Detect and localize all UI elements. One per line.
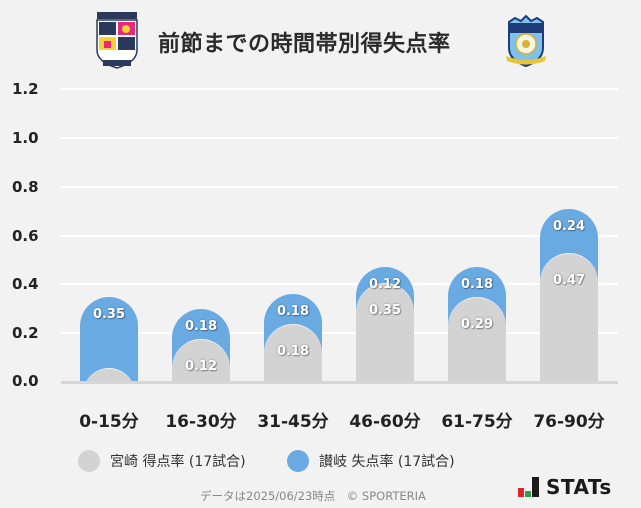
y-tick-0.2: 0.2	[12, 324, 39, 342]
blue-circle-icon	[287, 450, 309, 472]
x-axis-baseline	[61, 381, 618, 384]
chart-area: 1.2 1.0 0.8 0.6 0.4 0.2 0.0 0.35 0.18 0.12…	[12, 80, 618, 432]
header: 前節までの時間帯別得失点率	[0, 0, 641, 78]
brand-text: STATs	[546, 475, 612, 499]
x-tick-label: 61-75分	[441, 412, 513, 432]
bar-value-label-sanuki: 0.18	[460, 277, 494, 293]
bar-value-label-miyazaki: 0.47	[552, 273, 586, 289]
bar-segment-miyazaki	[264, 324, 322, 382]
bar-value-label-sanuki: 0.18	[276, 304, 310, 320]
y-tick-0.8: 0.8	[12, 178, 39, 196]
gridline	[61, 186, 618, 188]
stacked-bar: 0.18 0.29	[448, 267, 506, 382]
gridline	[61, 235, 618, 237]
grey-circle-icon	[78, 450, 100, 472]
bar-segment-miyazaki	[356, 282, 414, 382]
y-tick-1.2: 1.2	[12, 80, 39, 98]
legend-item-sanuki[interactable]: 讃岐 失点率 (17試合)	[287, 450, 455, 472]
bar-chart-icon	[518, 477, 540, 497]
stacked-bar: 0.18 0.12	[172, 308, 230, 382]
y-tick-0.0: 0.0	[12, 372, 39, 390]
chart-title: 前節までの時間帯別得失点率	[158, 32, 451, 57]
stats-brand-logo: STATs	[518, 477, 612, 497]
bar-value-label-miyazaki: 0.29	[460, 317, 494, 333]
stacked-bar: 0.12 0.35	[356, 267, 414, 382]
bar-value-label-miyazaki: 0.18	[276, 344, 310, 360]
bar-segment-miyazaki	[448, 297, 506, 382]
x-tick-label: 31-45分	[257, 412, 329, 432]
y-tick-1.0: 1.0	[12, 129, 39, 147]
gridline	[61, 283, 618, 285]
legend: 宮崎 得点率 (17試合) 讃岐 失点率 (17試合)	[0, 450, 641, 474]
gridline	[61, 137, 618, 139]
stacked-bar: 0.24 0.47	[540, 208, 598, 382]
bar-value-label-miyazaki: 0.12	[184, 358, 218, 374]
x-tick-label: 0-15分	[79, 412, 139, 432]
stacked-bar: 0.35	[80, 296, 138, 382]
bar-value-label-miyazaki: 0.35	[368, 302, 402, 318]
bar-value-label-sanuki: 0.35	[92, 306, 126, 322]
bar-value-label-sanuki: 0.12	[368, 277, 402, 293]
legend-label: 讃岐 失点率 (17試合)	[319, 454, 455, 470]
bar-segment-sanuki	[80, 296, 138, 382]
gridline	[61, 332, 618, 334]
x-tick-label: 76-90分	[533, 412, 605, 432]
legend-label: 宮崎 得点率 (17試合)	[110, 454, 246, 470]
sanuki-crest-logo	[503, 14, 549, 68]
stacked-bar: 0.18 0.18	[264, 294, 322, 382]
gridline	[61, 88, 618, 90]
bar-value-label-sanuki: 0.24	[552, 218, 586, 234]
bar-value-label-sanuki: 0.18	[184, 318, 218, 334]
data-source-note: データは2025/06/23時点 © SPORTERIA	[200, 489, 426, 503]
x-tick-label: 46-60分	[349, 412, 421, 432]
bar-segment-miyazaki	[172, 338, 230, 382]
bar-segment-miyazaki	[83, 367, 135, 382]
x-tick-label: 16-30分	[165, 412, 237, 432]
miyazaki-crest-logo	[94, 12, 140, 70]
y-tick-0.4: 0.4	[12, 275, 39, 293]
y-tick-0.6: 0.6	[12, 227, 39, 245]
bar-segment-miyazaki	[540, 253, 598, 382]
legend-item-miyazaki[interactable]: 宮崎 得点率 (17試合)	[78, 450, 246, 472]
